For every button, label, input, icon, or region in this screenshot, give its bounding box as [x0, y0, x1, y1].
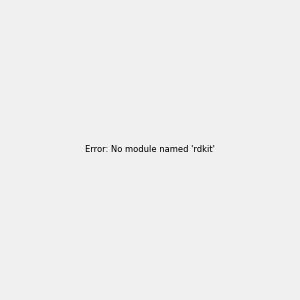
Text: Error: No module named 'rdkit': Error: No module named 'rdkit': [85, 146, 215, 154]
